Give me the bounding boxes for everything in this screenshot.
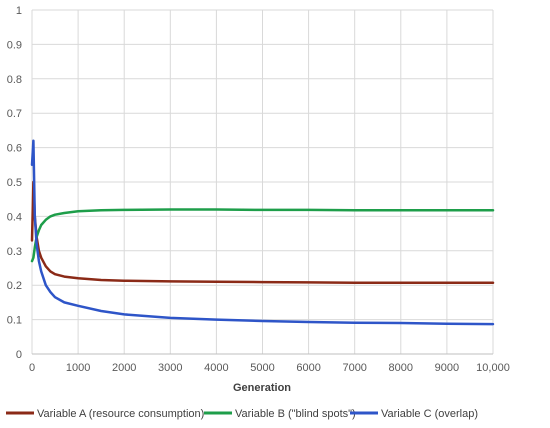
y-tick-label: 0.2	[7, 280, 22, 292]
y-tick-label: 0.7	[7, 108, 22, 120]
legend-label-1: Variable A (resource consumption)	[37, 408, 204, 420]
x-axis-title: Generation	[233, 382, 291, 394]
series-line-3	[30, 139, 495, 326]
y-tick-label: 0.3	[7, 246, 22, 258]
y-tick-label: 0.9	[7, 39, 22, 51]
x-tick-label: 9000	[435, 362, 459, 374]
y-tick-label: 0.1	[7, 315, 22, 327]
series-lines	[30, 139, 495, 326]
legend: Variable A (resource consumption) Variabl…	[6, 408, 478, 420]
x-tick-label: 7000	[342, 362, 366, 374]
legend-label-2: Variable B ("blind spots")	[235, 408, 356, 420]
x-tick-label: 1000	[66, 362, 90, 374]
axes: 0 0.1 0.2 0.3 0.4 0.5 0.6 0.7 0.8 0.9 1 0 1000 2000 30…	[7, 5, 510, 374]
y-tick-label: 1	[16, 5, 22, 17]
x-tick-label: 10,000	[476, 362, 510, 374]
legend-label-3: Variable C (overlap)	[381, 408, 478, 420]
y-tick-label: 0.8	[7, 74, 22, 86]
series-line-2	[30, 208, 495, 263]
y-tick-label: 0.5	[7, 177, 22, 189]
x-tick-label: 2000	[112, 362, 136, 374]
x-tick-label: 8000	[389, 362, 413, 374]
y-tick-label: 0	[16, 349, 22, 361]
y-tick-label: 0.6	[7, 143, 22, 155]
x-tick-label: 6000	[296, 362, 320, 374]
x-tick-label: 3000	[158, 362, 182, 374]
x-tick-label: 0	[29, 362, 35, 374]
y-tick-label: 0.4	[7, 211, 22, 223]
x-tick-label: 4000	[204, 362, 228, 374]
x-tick-label: 5000	[250, 362, 274, 374]
gridlines	[31, 9, 494, 355]
